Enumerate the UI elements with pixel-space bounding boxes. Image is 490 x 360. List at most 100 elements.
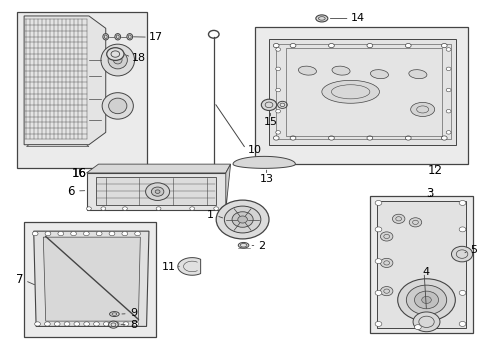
Text: 16: 16 xyxy=(72,167,87,180)
Text: 17: 17 xyxy=(149,32,163,42)
Text: 14: 14 xyxy=(351,13,365,23)
Circle shape xyxy=(273,44,279,48)
Circle shape xyxy=(446,48,451,51)
Circle shape xyxy=(380,232,393,241)
Polygon shape xyxy=(26,145,89,147)
Ellipse shape xyxy=(332,66,350,75)
Circle shape xyxy=(107,48,124,60)
Circle shape xyxy=(190,207,195,210)
Circle shape xyxy=(214,207,219,210)
Bar xyxy=(24,222,156,337)
Circle shape xyxy=(146,183,170,201)
Circle shape xyxy=(405,136,411,140)
Text: 1: 1 xyxy=(207,210,214,220)
Circle shape xyxy=(375,321,382,327)
Circle shape xyxy=(446,131,451,134)
Circle shape xyxy=(276,109,281,113)
Circle shape xyxy=(375,259,382,264)
Text: 16: 16 xyxy=(72,167,87,180)
Circle shape xyxy=(135,231,141,236)
Circle shape xyxy=(409,218,422,227)
Circle shape xyxy=(415,291,439,309)
Circle shape xyxy=(451,246,473,262)
Circle shape xyxy=(290,136,296,140)
Ellipse shape xyxy=(102,93,133,119)
Circle shape xyxy=(32,231,38,236)
Circle shape xyxy=(94,322,99,326)
Polygon shape xyxy=(87,173,226,210)
Circle shape xyxy=(224,206,261,233)
Polygon shape xyxy=(34,231,149,327)
Circle shape xyxy=(375,291,382,295)
Circle shape xyxy=(273,136,279,140)
Circle shape xyxy=(64,322,70,326)
Text: 12: 12 xyxy=(427,164,442,177)
Text: 5: 5 xyxy=(470,245,477,255)
Circle shape xyxy=(459,321,466,327)
Circle shape xyxy=(45,322,50,326)
Circle shape xyxy=(413,312,440,332)
Circle shape xyxy=(97,231,102,236)
Ellipse shape xyxy=(238,242,249,248)
Polygon shape xyxy=(178,258,200,275)
Circle shape xyxy=(71,231,76,236)
Circle shape xyxy=(415,325,421,330)
Ellipse shape xyxy=(316,15,328,22)
Circle shape xyxy=(290,44,296,48)
Ellipse shape xyxy=(409,70,427,78)
Bar xyxy=(370,196,473,333)
Text: 13: 13 xyxy=(260,174,273,184)
Polygon shape xyxy=(96,177,216,206)
Ellipse shape xyxy=(103,33,109,40)
Circle shape xyxy=(74,322,80,326)
Bar xyxy=(255,27,468,164)
Circle shape xyxy=(216,200,269,239)
Circle shape xyxy=(380,258,393,267)
Circle shape xyxy=(83,231,89,236)
Circle shape xyxy=(380,287,393,296)
Circle shape xyxy=(109,231,115,236)
Circle shape xyxy=(122,231,128,236)
Ellipse shape xyxy=(127,33,133,40)
Circle shape xyxy=(459,291,466,295)
Circle shape xyxy=(84,322,90,326)
Ellipse shape xyxy=(110,312,119,316)
Circle shape xyxy=(101,207,106,210)
Text: 8: 8 xyxy=(130,320,137,330)
Polygon shape xyxy=(87,164,231,173)
Circle shape xyxy=(329,44,334,48)
Circle shape xyxy=(156,207,161,210)
Circle shape xyxy=(405,44,411,48)
Circle shape xyxy=(375,227,382,232)
Text: 11: 11 xyxy=(161,262,175,272)
Circle shape xyxy=(406,285,447,315)
Polygon shape xyxy=(43,237,140,321)
Polygon shape xyxy=(377,201,466,328)
Circle shape xyxy=(151,187,164,196)
Circle shape xyxy=(446,109,451,113)
Polygon shape xyxy=(269,39,456,145)
Circle shape xyxy=(103,322,109,326)
Circle shape xyxy=(54,322,60,326)
Circle shape xyxy=(367,136,373,140)
Circle shape xyxy=(123,322,129,326)
Circle shape xyxy=(276,48,281,51)
Circle shape xyxy=(133,322,139,326)
Circle shape xyxy=(446,67,451,71)
Circle shape xyxy=(155,190,160,193)
Circle shape xyxy=(459,201,466,206)
Text: 7: 7 xyxy=(16,273,23,286)
Circle shape xyxy=(122,207,127,210)
Circle shape xyxy=(232,212,253,227)
Circle shape xyxy=(446,88,451,92)
Ellipse shape xyxy=(411,102,435,117)
Circle shape xyxy=(45,231,51,236)
Circle shape xyxy=(367,44,373,48)
Text: 3: 3 xyxy=(426,186,434,199)
Circle shape xyxy=(329,136,334,140)
Circle shape xyxy=(276,67,281,71)
Circle shape xyxy=(87,207,91,210)
Text: 15: 15 xyxy=(264,117,277,127)
Circle shape xyxy=(109,321,118,328)
Ellipse shape xyxy=(298,66,317,75)
